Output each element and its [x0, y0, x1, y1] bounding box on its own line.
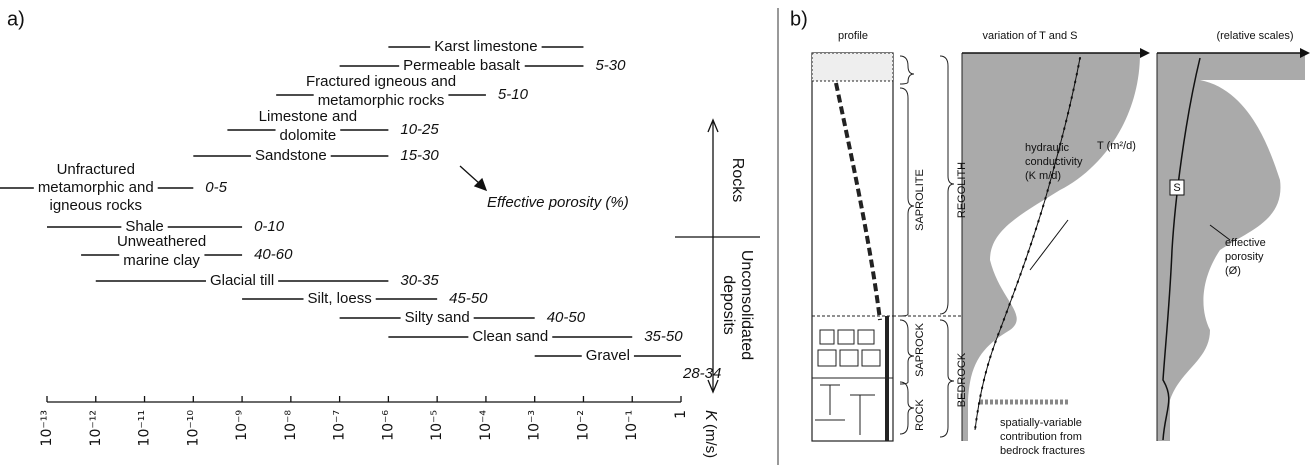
- x-tick-label: 10⁻⁹: [234, 410, 250, 441]
- porosity-label: 5-30: [595, 57, 626, 74]
- t-plot: [961, 48, 1150, 441]
- annotation: (K m/d): [1025, 170, 1061, 182]
- rock-name: Unfractured: [57, 161, 135, 178]
- rock-name: Clean sand: [472, 328, 548, 345]
- label-bg: [468, 327, 553, 345]
- annotation: T (m²/d): [1097, 140, 1136, 152]
- axis-unit: (m/s): [702, 424, 719, 458]
- porosity-label: 0-10: [254, 218, 285, 235]
- s-box: [1169, 179, 1185, 196]
- rock-name: igneous rocks: [49, 197, 142, 214]
- x-tick-label: 1: [673, 410, 689, 419]
- annotation: effective: [1225, 237, 1266, 249]
- x-tick-label: 10⁻¹¹: [137, 410, 153, 446]
- porosity-label: 40-50: [547, 309, 586, 326]
- label-bg: [254, 107, 362, 125]
- porosity-label: 35-50: [644, 328, 683, 345]
- label-bg: [250, 146, 331, 164]
- zone-label: SAPROCK: [914, 322, 926, 376]
- x-tick-label: 10⁻⁴: [478, 410, 494, 441]
- annotation: hydraulic: [1025, 142, 1070, 154]
- rock-name: Unweathered: [117, 233, 206, 250]
- x-tick-label: 10⁻¹³: [39, 410, 55, 446]
- x-tick-label: 10⁻³: [527, 410, 543, 441]
- header: (relative scales): [1216, 30, 1293, 42]
- header: profile: [838, 30, 868, 42]
- rock-name: Limestone and: [259, 108, 357, 125]
- group-label: Rocks: [729, 158, 746, 202]
- porosity-label: 40-60: [254, 246, 293, 263]
- rock-name: Sandstone: [255, 147, 327, 164]
- label-bg: [45, 196, 147, 214]
- rock-name: metamorphic and: [38, 179, 154, 196]
- x-tick-label: 10⁻¹²: [88, 410, 104, 446]
- annotation: contribution from: [1000, 431, 1082, 443]
- porosity-label: 30-35: [400, 272, 439, 289]
- header: variation of T and S: [983, 30, 1078, 42]
- label-bg: [205, 271, 279, 289]
- porosity-label: 45-50: [449, 290, 488, 307]
- zone-label: BEDROCK: [956, 352, 968, 407]
- label-bg: [121, 217, 168, 235]
- profile-brackets: [893, 55, 962, 438]
- axis-label: K: [702, 410, 719, 422]
- zone-label: ROCK: [914, 398, 926, 430]
- rock-name: Karst limestone: [434, 38, 537, 55]
- porosity-label: 10-25: [400, 121, 439, 138]
- panel-label: b): [790, 8, 808, 30]
- label-bg: [52, 160, 139, 178]
- x-tick-label: 10⁻²: [575, 410, 591, 441]
- x-tick-label: 10⁻⁵: [429, 410, 445, 441]
- porosity-label: 28-34: [682, 365, 721, 382]
- porosity-label: 15-30: [400, 147, 439, 164]
- rock-name: dolomite: [280, 127, 337, 144]
- rock-name: marine clay: [123, 252, 200, 269]
- label-bg: [275, 126, 341, 144]
- label-bg: [581, 346, 634, 364]
- x-tick-label: 10⁻¹: [624, 410, 640, 441]
- label-bg: [119, 251, 205, 269]
- porosity-label: 0-5: [205, 179, 227, 196]
- zone-label: REGOLITH: [956, 162, 968, 218]
- zone-label: SAPROLITE: [914, 169, 926, 231]
- annotation: spatially-variable: [1000, 417, 1082, 429]
- x-tick-label: 10⁻¹⁰: [185, 410, 201, 447]
- x-tick-label: 10⁻⁸: [283, 410, 299, 441]
- x-tick-label: 10⁻⁷: [332, 410, 348, 441]
- porosity-label: 5-10: [498, 86, 529, 103]
- annotation: porosity: [1225, 251, 1264, 263]
- annotation: bedrock fractures: [1000, 445, 1085, 457]
- s-plot: [1156, 48, 1310, 441]
- profile-column: [811, 52, 894, 442]
- rock-name: Permeable basalt: [403, 57, 521, 74]
- rock-name: Fractured igneous and: [306, 73, 456, 90]
- rock-name: Silt, loess: [308, 290, 372, 307]
- label-bg: [112, 232, 211, 250]
- panel-label: a): [7, 8, 25, 30]
- group-label: Unconsolidated: [738, 250, 755, 360]
- rock-name: Glacial till: [210, 272, 274, 289]
- annotation: S: [1173, 182, 1180, 194]
- x-tick-label: 10⁻⁶: [380, 410, 396, 441]
- rock-name: metamorphic rocks: [318, 92, 445, 109]
- annotation: conductivity: [1025, 156, 1083, 168]
- group-label: deposits: [720, 275, 737, 335]
- label-bg: [313, 91, 449, 109]
- rock-name: Gravel: [586, 347, 630, 364]
- rock-name: Silty sand: [405, 309, 470, 326]
- label-bg: [430, 37, 542, 55]
- label-bg: [400, 308, 474, 326]
- annotation: Effective porosity (%): [487, 194, 629, 211]
- label-bg: [33, 178, 158, 196]
- label-bg: [303, 289, 376, 307]
- label-bg: [301, 72, 461, 90]
- label-bg: [399, 56, 525, 74]
- panel-a-decor: [459, 118, 760, 394]
- rock-name: Shale: [125, 218, 163, 235]
- annotation: (Ø): [1225, 265, 1241, 277]
